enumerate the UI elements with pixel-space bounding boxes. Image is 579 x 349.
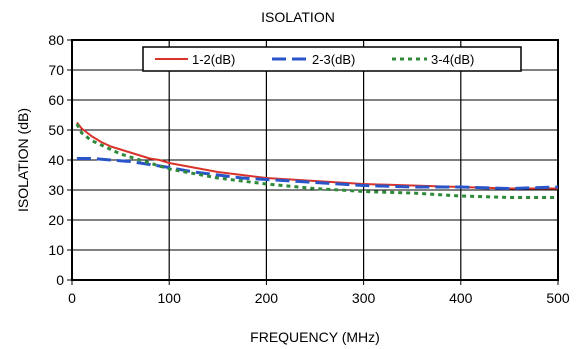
series-layer — [75, 121, 559, 199]
y-tick-label: 30 — [48, 182, 64, 198]
chart-title: ISOLATION — [261, 9, 335, 25]
series-line-34 — [75, 123, 558, 199]
y-tick-label: 80 — [48, 32, 64, 48]
y-tick-label: 40 — [48, 152, 64, 168]
series-line-23 — [76, 157, 559, 190]
y-tick-label: 50 — [48, 122, 64, 138]
legend-label: 1-2(dB) — [192, 52, 235, 67]
legend-label: 3-4(dB) — [431, 52, 474, 67]
x-tick-label: 300 — [352, 290, 376, 306]
x-axis-label: FREQUENCY (MHz) — [250, 329, 380, 345]
y-tick-label: 0 — [56, 272, 64, 288]
y-tick-labels: 0 10 20 30 40 50 60 70 80 — [48, 32, 72, 288]
y-tick-label: 70 — [48, 62, 64, 78]
grid — [71, 39, 559, 281]
x-tick-label: 500 — [546, 290, 570, 306]
legend-box — [142, 46, 522, 72]
x-tick-label: 0 — [68, 290, 76, 306]
legend-label: 2-3(dB) — [312, 52, 355, 67]
y-tick-label: 20 — [48, 212, 64, 228]
series-line-12 — [76, 121, 558, 190]
x-tick-label: 200 — [255, 290, 279, 306]
x-tick-labels: 0 100 200 300 400 500 — [68, 280, 570, 306]
x-tick-label: 400 — [449, 290, 473, 306]
x-tick-label: 100 — [158, 290, 182, 306]
y-axis-label: ISOLATION (dB) — [15, 108, 31, 212]
y-tick-label: 60 — [48, 92, 64, 108]
y-tick-label: 10 — [48, 242, 64, 258]
legend: 1-2(dB) 2-3(dB) 3-4(dB) — [142, 46, 522, 72]
